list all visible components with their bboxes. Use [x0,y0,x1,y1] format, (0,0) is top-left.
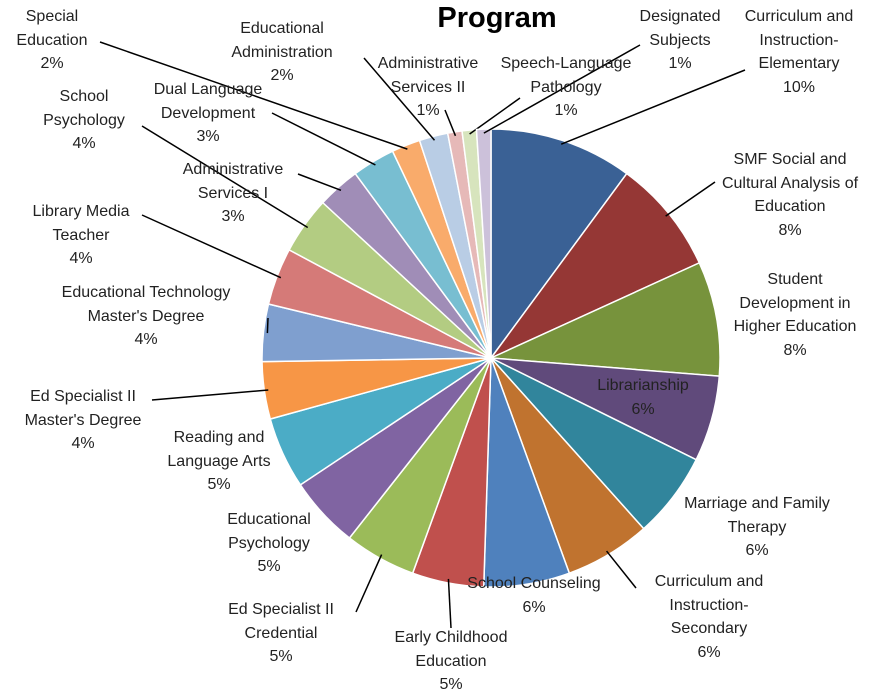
slice-label: Special Education 2% [0,5,107,76]
slice-name: Administrative Services II [377,55,479,96]
slice-name: School Psychology [43,88,125,129]
slice-value: 5% [269,648,293,665]
slice-value: 10% [782,78,816,96]
slice-name: Ed Specialist II Credential [228,601,334,642]
slice-label: Educational Technology Master's Degree 4% [61,281,231,352]
slice-value: 4% [72,135,96,152]
leader-line [266,317,269,334]
slice-name: Administrative Services I [182,161,284,202]
slice-label: Speech-Language Pathology 1% [496,52,636,123]
slice-value: 5% [257,558,281,575]
slice-value: 3% [196,128,220,145]
leader-line [271,112,376,166]
leader-line [363,57,436,141]
slice-name: Librarianship [597,377,689,394]
slice-value: 4% [134,331,158,348]
leader-line [605,550,637,589]
slice-label: Ed Specialist II Master's Degree 4% [13,385,153,456]
slice-value: 2% [270,67,294,84]
slice-value: 5% [207,476,231,493]
slice-label: Designated Subjects 1% [625,5,735,76]
slice-label: Library Media Teacher 4% [16,200,146,271]
slice-name: Educational Psychology [227,511,311,552]
slice-name: Student Development in Higher Education [733,271,857,335]
leader-line [99,41,408,150]
slice-name: Curriculum and Instruction-Secondary [654,573,764,637]
slice-name: Library Media Teacher [32,203,130,244]
slice-name: Speech-Language Pathology [500,55,632,96]
leader-line [297,173,342,192]
slice-value: 6% [745,542,769,559]
slice-name: Marriage and Family Therapy [684,495,830,536]
leader-line [665,181,716,217]
slice-value: 1% [554,102,578,119]
slice-value: 8% [783,341,807,359]
slice-value: 1% [668,55,692,72]
slice-name: Curriculum and Instruction-Elementary [744,8,854,72]
slice-label: Educational Administration 2% [212,17,352,88]
slice-value: 2% [40,55,64,72]
leader-line [141,125,309,229]
slice-value: 8% [778,221,802,239]
slice-label: Curriculum and Instruction-Elementary 10% [729,5,869,99]
slice-value: 6% [631,400,655,418]
slice-name: Early Childhood Education [394,629,508,670]
slice-value: 5% [439,676,463,693]
slice-label: Educational Psychology 5% [199,508,339,579]
slice-name: Educational Administration [231,20,333,61]
slice-label: Ed Specialist II Credential 5% [211,598,351,669]
leader-line [469,97,521,135]
pie-slice [488,261,721,377]
leader-line [483,44,641,134]
leader-line [560,69,746,145]
slice-label: Librarianship 6% [588,374,698,421]
slice-label: Early Childhood Education 5% [376,626,526,697]
slice-name: Ed Specialist II Master's Degree [24,388,142,429]
slice-value: 1% [416,102,440,119]
slice-label: Dual Language Development 3% [138,78,278,149]
slice-label: Administrative Services I 3% [163,158,303,229]
slice-name: SMF Social and Cultural Analysis of Educ… [721,151,859,215]
leader-line [141,214,282,279]
slice-label: Administrative Services II 1% [358,52,498,123]
slice-name: Special Education [16,8,88,49]
pie-slice [490,128,628,361]
slice-value: 3% [221,208,245,225]
slice-name: Educational Technology Master's Degree [61,284,231,325]
slice-name: Designated Subjects [639,8,721,49]
slice-value: 4% [71,435,95,452]
leader-line [444,109,457,137]
slice-label: Student Development in Higher Education 8… [720,268,870,362]
slice-name: Dual Language Development [153,81,263,122]
leader-line [151,389,269,401]
chart-title: Program [437,2,557,34]
slice-label: Marriage and Family Therapy 6% [667,492,847,563]
slice-label: Reading and Language Arts 5% [149,426,289,497]
slice-value: 4% [69,250,93,267]
slice-label: School Psychology 4% [24,85,144,156]
slice-name: Reading and Language Arts [167,429,271,470]
leader-line [447,578,452,629]
slice-name: School Counseling [467,575,601,592]
slice-value: 6% [697,643,721,661]
slice-label: School Counseling 6% [449,572,619,619]
slice-label: SMF Social and Cultural Analysis of Educ… [710,148,870,242]
slice-value: 6% [522,598,546,616]
leader-line [355,554,383,613]
slice-label: Curriculum and Instruction-Secondary 6% [644,570,774,664]
